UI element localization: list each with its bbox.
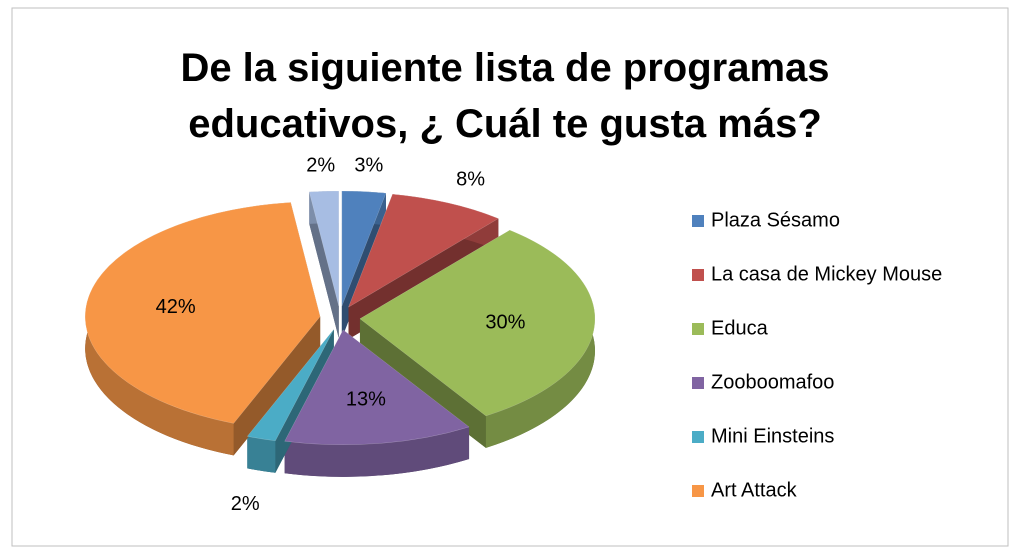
slice-side xyxy=(284,426,470,477)
legend-label: Zooboomafoo xyxy=(711,371,834,393)
data-label: 3% xyxy=(354,155,383,177)
slice xyxy=(308,190,339,307)
legend-label: La casa de Mickey Mouse xyxy=(711,263,942,285)
slice xyxy=(84,202,321,424)
legend-swatch xyxy=(692,485,704,497)
legend-label: Art Attack xyxy=(711,479,798,501)
legend-label: Educa xyxy=(711,317,769,339)
legend-swatch xyxy=(692,269,704,281)
data-label: 2% xyxy=(306,154,335,176)
slice-wall xyxy=(309,191,339,339)
slice xyxy=(284,329,470,446)
legend-label: Mini Einsteins xyxy=(711,425,834,447)
data-label: 13% xyxy=(346,389,386,411)
slice-wall xyxy=(233,316,321,456)
slice-wall xyxy=(359,318,486,448)
chart-title: De la siguiente lista de programas educa… xyxy=(180,46,830,146)
slice-side xyxy=(247,436,276,473)
legend-swatch xyxy=(692,323,704,335)
legend-swatch xyxy=(692,431,704,443)
data-label: 2% xyxy=(231,493,260,515)
legend-label: Plaza Sésamo xyxy=(711,209,840,231)
legend-swatch xyxy=(692,215,704,227)
data-label: 30% xyxy=(485,312,525,334)
slice xyxy=(341,190,387,307)
data-label: 8% xyxy=(456,168,485,190)
slice xyxy=(348,193,499,308)
slice xyxy=(359,229,596,417)
chart-border xyxy=(11,7,1009,547)
legend-swatch xyxy=(692,377,704,389)
data-label: 42% xyxy=(156,296,196,318)
slice xyxy=(246,329,335,442)
